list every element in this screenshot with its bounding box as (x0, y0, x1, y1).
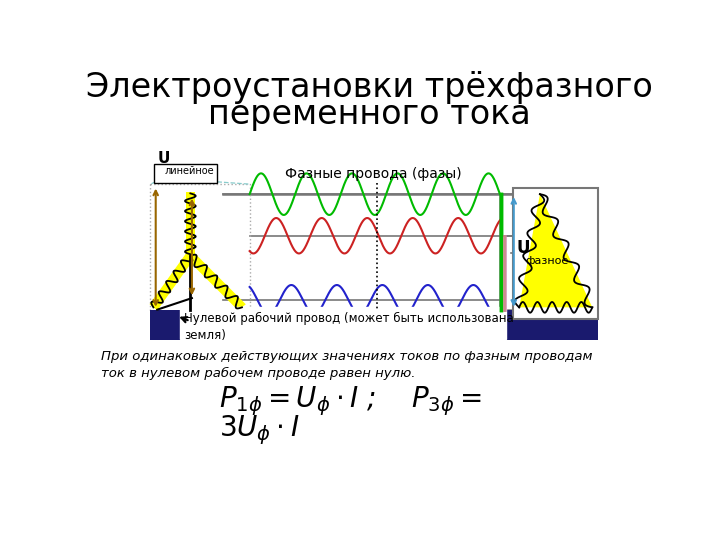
Polygon shape (186, 192, 195, 256)
Polygon shape (150, 253, 194, 310)
FancyBboxPatch shape (154, 164, 217, 183)
Text: U: U (157, 151, 170, 166)
Text: $3U_{\phi}\cdot I$: $3U_{\phi}\cdot I$ (219, 414, 300, 447)
Polygon shape (519, 194, 593, 307)
Text: переменного тока: переменного тока (207, 98, 531, 131)
Text: Нулевой рабочий провод (может быть использована
земля): Нулевой рабочий провод (может быть испол… (184, 312, 514, 342)
Text: Электроустановки трёхфазного: Электроустановки трёхфазного (86, 71, 652, 104)
Text: Фазные провода (фазы): Фазные провода (фазы) (284, 167, 462, 181)
Polygon shape (150, 309, 598, 340)
Polygon shape (513, 188, 598, 319)
Text: линейное: линейное (165, 166, 215, 176)
Text: $P_{1\phi}=U_{\phi}\cdot I$ ;: $P_{1\phi}=U_{\phi}\cdot I$ ; (219, 384, 376, 418)
Text: U: U (517, 239, 531, 257)
Text: фазное: фазное (526, 256, 569, 266)
Text: $P_{3\phi}=$: $P_{3\phi}=$ (411, 384, 482, 418)
Text: При одинаковых действующих значениях токов по фазным проводам
ток в нулевом рабо: При одинаковых действующих значениях ток… (101, 350, 593, 380)
FancyBboxPatch shape (180, 307, 506, 339)
Polygon shape (186, 253, 246, 310)
